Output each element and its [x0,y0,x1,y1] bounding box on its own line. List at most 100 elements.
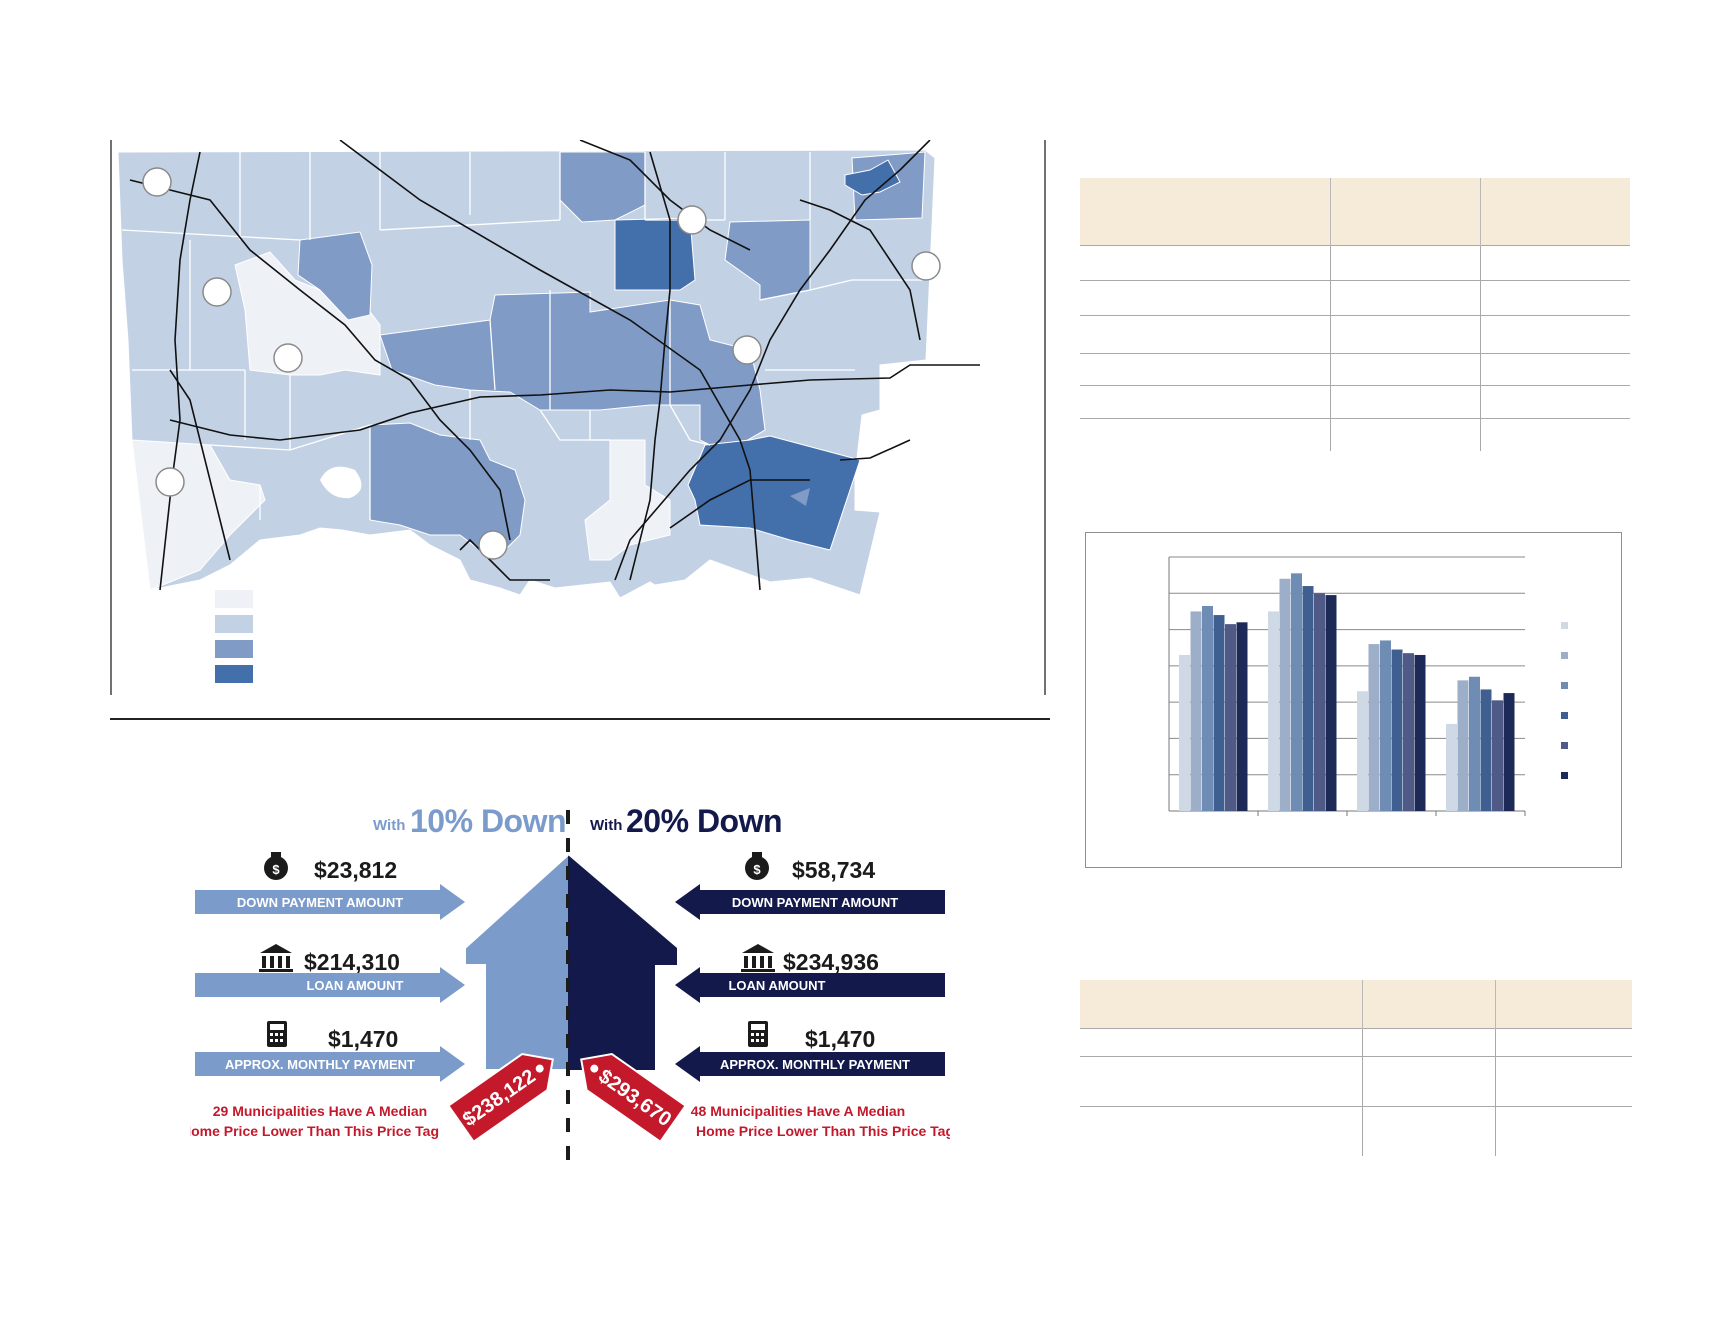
roads [129,140,980,591]
legend-swatch-4 [215,665,253,683]
left-monthly: $1,470 APPROX. MONTHLY PAYMENT [195,1021,465,1082]
chart-bar [1403,653,1414,811]
left-arrow [195,967,465,1003]
table-header-cell [1080,178,1331,245]
chart-bar [1368,644,1380,811]
municipal-boundaries [121,152,922,520]
right-monthly-label: APPROX. MONTHLY PAYMENT [720,1057,910,1072]
table-header-cell [1330,178,1481,245]
right-heading-prefix: With [590,817,622,834]
table-row [1080,352,1630,385]
table-header-cell [1080,980,1363,1028]
map-region-medium [369,422,526,551]
chart-legend-marker [1561,712,1568,719]
left-heading-prefix: With [373,817,405,834]
svg-text:$: $ [272,862,280,877]
table-header-cell [1480,178,1630,245]
right-loan: $234,936 LOAN AMOUNT [675,944,945,1003]
chart-bar [1291,573,1302,811]
map-region-lightest [584,439,671,561]
left-heading-main: 10% Down [410,803,566,839]
map-region-medium [297,231,373,321]
left-down-payment-label: DOWN PAYMENT AMOUNT [237,895,403,910]
city-marker [732,335,762,365]
chart-bar [1414,654,1426,811]
right-loan-amount: $234,936 [783,949,879,975]
right-monthly: $1,470 APPROX. MONTHLY PAYMENT [675,1021,945,1082]
left-loan-amount: $214,310 [304,949,400,975]
city-marker [911,251,941,281]
left-monthly-label: APPROX. MONTHLY PAYMENT [225,1057,415,1072]
lake [320,466,362,499]
chart-bar [1325,595,1337,811]
chart-legend-marker [1561,652,1568,659]
section-divider [110,718,1050,720]
table-row [1080,314,1630,353]
right-arrow [675,884,945,920]
chart-bar [1190,611,1202,811]
right-note-line2: Home Price Lower Than This Price Tag [696,1123,950,1139]
chart-bar [1503,693,1515,811]
city-marker [202,277,232,307]
pond [790,488,810,506]
map-svg [110,140,1046,695]
table-header-row [1080,980,1632,1028]
table-row [1080,1055,1632,1106]
table-row [1080,1027,1632,1056]
right-loan-label: LOAN AMOUNT [728,978,825,993]
chart-bar [1225,624,1236,811]
chart-bar [1236,622,1248,811]
chart-bar [1457,680,1469,811]
top-table [1080,178,1630,451]
table-header-cell [1495,980,1632,1028]
chart-bar [1357,691,1368,811]
chart-bar [1279,578,1291,811]
left-arrow [195,884,465,920]
left-note-line1: 29 Municipalities Have A Median [213,1103,427,1119]
chart-bar [1202,605,1213,811]
chart-legend-marker [1561,772,1568,779]
map-region-darkest [687,435,861,551]
city-marker [142,167,172,197]
city-marker [273,343,303,373]
left-down-payment-amount: $23,812 [314,857,397,883]
calculator-icon [748,1021,768,1047]
left-note-line2: Home Price Lower Than This Price Tag [190,1123,439,1139]
calculator-icon [267,1021,287,1047]
right-down-payment: $ $58,734 DOWN PAYMENT AMOUNT [675,852,945,920]
right-down-payment-amount: $58,734 [792,857,875,883]
city-marker [155,467,185,497]
legend-swatch-1 [215,590,253,608]
table-header-row [1080,178,1630,245]
city-markers [142,167,941,560]
chart-bar [1314,593,1325,811]
right-arrow [675,967,945,1003]
chart-bar [1391,649,1403,811]
svg-text:$: $ [753,862,761,877]
legend-swatch-2 [215,615,253,633]
left-loan-label: LOAN AMOUNT [306,978,403,993]
house-right-half [568,855,677,1070]
table-row [1080,417,1630,451]
chart-bar [1179,654,1190,811]
chart-legend-marker [1561,622,1568,629]
chart-bar [1480,689,1492,811]
chart-legend-marker [1561,742,1568,749]
table-row [1080,279,1630,315]
right-note-line1: 48 Municipalities Have A Median [691,1103,905,1119]
right-down-payment-label: DOWN PAYMENT AMOUNT [732,895,898,910]
table-header-cell [1362,980,1496,1028]
infographic-svg: With 10% Down With 20% Down $ $23,812 DO… [181,803,954,1165]
chart-legend-marker [1561,682,1568,689]
money-bag-icon: $ [745,852,769,880]
chart-bar [1302,586,1314,811]
table-row [1080,1105,1632,1156]
city-marker [677,205,707,235]
left-down-payment: $ $23,812 DOWN PAYMENT AMOUNT [195,852,465,920]
bank-icon [259,944,293,972]
chart-bar [1469,676,1480,811]
left-loan: $214,310 LOAN AMOUNT [195,944,465,1003]
chart-bar [1492,700,1503,811]
chart-bar [1446,723,1457,811]
chart-bar [1268,611,1279,811]
